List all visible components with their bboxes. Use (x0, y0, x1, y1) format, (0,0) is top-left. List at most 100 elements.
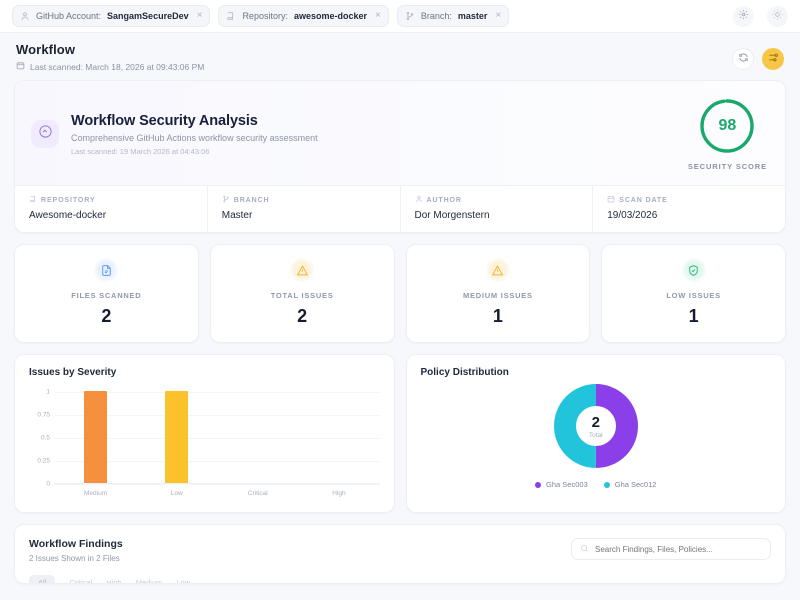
y-tick-label: 0.75 (37, 411, 50, 419)
bar-slot[interactable] (136, 391, 217, 483)
meta-branch-key: BRANCH (222, 195, 386, 205)
x-tick-label: Critical (247, 490, 268, 497)
chip-branch-value: master (457, 11, 488, 21)
gear-icon (738, 7, 749, 25)
security-analysis-header: Workflow Security Analysis Comprehensive… (15, 81, 785, 185)
chip-branch-label: Branch: (420, 11, 452, 21)
legend-dot-icon (603, 481, 610, 488)
legend-item[interactable]: Gha Sec003 (535, 480, 588, 489)
analysis-last-scanned: Last scanned: 19 March 2026 at 04:43:06 (71, 146, 210, 156)
donut: 2 Total (553, 384, 638, 468)
stat-card-low-issues[interactable]: LOW ISSUES 1 (601, 244, 786, 343)
gridline (55, 484, 380, 485)
donut-wrap: 2 Total Gha Sec003 Gha Sec012 (421, 384, 772, 489)
stat-label: LOW ISSUES (666, 291, 721, 300)
findings-filter-tab[interactable]: High (106, 578, 122, 584)
refresh-button[interactable] (732, 48, 754, 70)
filter-button[interactable] (762, 48, 784, 70)
refresh-icon (738, 50, 749, 68)
search-icon (580, 540, 589, 558)
meta-repository-value: Awesome-docker (29, 210, 107, 221)
stat-label: FILES SCANNED (71, 291, 142, 300)
gridline (55, 438, 380, 439)
analysis-text: Workflow Security Analysis Comprehensive… (71, 113, 318, 156)
shield-check-icon (681, 258, 706, 282)
stat-card-medium-issues[interactable]: MEDIUM ISSUES 1 (405, 244, 591, 343)
legend-label: Gha Sec012 (614, 480, 657, 489)
analysis-title: Workflow Security Analysis (71, 112, 258, 129)
legend-dot-icon (535, 481, 542, 488)
stat-value: 1 (492, 306, 503, 326)
bar-slot[interactable] (55, 391, 136, 483)
repo-meta-row: REPOSITORY Awesome-docker BRANCH Master (15, 185, 785, 232)
meta-author-key-text: AUTHOR (426, 196, 462, 204)
repo-icon (226, 11, 236, 21)
user-icon (415, 195, 423, 205)
meta-author-value: Dor Morgenstern (414, 210, 490, 221)
findings-heading-text: Workflow Findings 2 Issues Shown in 2 Fi… (29, 538, 123, 563)
y-tick-label: 1 (46, 388, 50, 396)
workflow-findings-panel: Workflow Findings 2 Issues Shown in 2 Fi… (14, 524, 786, 584)
findings-filter-tab[interactable]: All (29, 575, 56, 583)
security-score: 98 SECURITY SCORE (688, 97, 767, 171)
chart-title: Issues by Severity (29, 367, 117, 378)
stat-value: 2 (297, 306, 308, 326)
bar[interactable] (165, 391, 189, 483)
warning-icon (290, 258, 315, 282)
stat-value: 1 (688, 306, 699, 326)
y-tick-label: 0 (46, 480, 50, 488)
legend-item[interactable]: Gha Sec012 (603, 480, 657, 489)
bar-slot[interactable] (217, 392, 298, 483)
bar-slot[interactable] (298, 392, 379, 483)
findings-title: Workflow Findings (29, 538, 123, 550)
findings-filter-tab[interactable]: Low (176, 578, 191, 584)
settings-button[interactable] (733, 5, 754, 27)
chip-repository[interactable]: Repository: awesome-docker × (218, 5, 389, 27)
sliders-icon (768, 50, 779, 68)
donut-segment[interactable] (553, 384, 638, 468)
bar[interactable] (84, 391, 108, 483)
stat-label: TOTAL ISSUES (270, 291, 334, 300)
policy-distribution-chart: Policy Distribution 2 Total Gha Sec003 Gh… (405, 354, 786, 513)
page-header-text: Workflow Last scanned: March 18, 2026 at… (16, 42, 204, 72)
security-analysis-card: Workflow Security Analysis Comprehensive… (14, 80, 786, 233)
chip-branch-close-icon[interactable]: × (495, 10, 502, 21)
stat-card-total-issues[interactable]: TOTAL ISSUES 2 (209, 244, 395, 343)
issues-by-severity-chart: Issues by Severity 0 0.25 0.5 0.75 1 Medium L… (14, 354, 395, 513)
findings-header: Workflow Findings 2 Issues Shown in 2 Fi… (29, 538, 771, 563)
security-score-value: 98 (718, 117, 737, 134)
stat-label: MEDIUM ISSUES (462, 291, 533, 300)
findings-filter-tab[interactable]: Medium (135, 578, 163, 584)
warning-icon (485, 258, 510, 282)
stat-cards: FILES SCANNED 2 TOTAL ISSUES 2 MEDIUM IS… (14, 244, 786, 343)
meta-branch: BRANCH Master (208, 186, 401, 232)
search-input[interactable] (595, 544, 762, 554)
analysis-subtitle: Comprehensive GitHub Actions workflow se… (71, 132, 318, 143)
chip-github-account[interactable]: GitHub Account: SangamSecureDev × (12, 5, 211, 27)
chip-github-account-value: SangamSecureDev (107, 11, 189, 21)
chip-branch[interactable]: Branch: master × (396, 5, 510, 27)
chip-github-account-close-icon[interactable]: × (196, 10, 203, 21)
stat-card-files-scanned[interactable]: FILES SCANNED 2 (14, 244, 199, 343)
theme-toggle-button[interactable] (767, 5, 788, 27)
bar-chart-plot (55, 391, 380, 485)
shield-check-icon (38, 124, 53, 144)
user-icon (20, 11, 30, 21)
repo-icon (29, 195, 37, 205)
findings-search[interactable] (571, 538, 771, 560)
meta-branch-key-text: BRANCH (233, 196, 270, 204)
findings-subtitle: 2 Issues Shown in 2 Files (29, 554, 120, 563)
calendar-icon (607, 195, 615, 205)
chip-repository-close-icon[interactable]: × (375, 10, 381, 21)
chip-repository-value: awesome-docker (293, 11, 368, 21)
page-body: Workflow Security Analysis Comprehensive… (0, 80, 800, 584)
stat-value: 2 (101, 306, 112, 326)
gridline (55, 415, 380, 416)
bar-chart-area: 0 0.25 0.5 0.75 1 Medium Low Critical High (29, 388, 380, 502)
chip-repository-label: Repository: (242, 11, 288, 21)
donut-total-caption: Total (588, 431, 603, 439)
findings-filter-tab[interactable]: Critical (69, 578, 93, 584)
calendar-icon (16, 61, 25, 72)
x-tick-label: High (332, 490, 346, 497)
page-title: Workflow (16, 42, 76, 57)
